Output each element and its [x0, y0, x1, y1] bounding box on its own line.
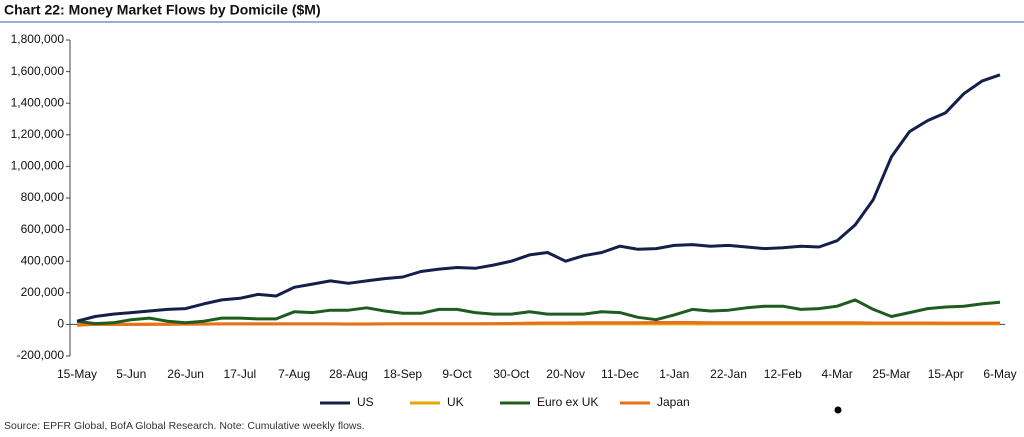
x-tick-label: 15-May — [57, 367, 97, 381]
x-tick-label: 26-Jun — [167, 367, 204, 381]
y-tick-label: 800,000 — [21, 190, 65, 204]
x-tick-label: 28-Aug — [329, 367, 368, 381]
y-tick-label: 200,000 — [21, 285, 65, 299]
x-tick-label: 7-Aug — [278, 367, 310, 381]
dot — [834, 406, 842, 414]
source-note: Source: EPFR Global, BofA Global Researc… — [4, 420, 365, 432]
y-tick-label: 1,000,000 — [11, 159, 65, 173]
x-tick-label: 15-Apr — [928, 367, 964, 381]
x-tick-label: 12-Feb — [764, 367, 802, 381]
y-tick-label: 400,000 — [21, 253, 65, 267]
x-tick-label: 1-Jan — [659, 367, 689, 381]
y-tick-label: 1,400,000 — [11, 95, 65, 109]
x-tick-label: 22-Jan — [710, 367, 747, 381]
x-tick-label: 30-Oct — [493, 367, 530, 381]
x-tick-label: 6-May — [983, 367, 1016, 381]
y-tick-label: 1,200,000 — [11, 127, 65, 141]
x-tick-label: 25-Mar — [872, 367, 910, 381]
y-tick-label: 1,800,000 — [11, 32, 65, 46]
y-tick-label: 1,600,000 — [11, 64, 65, 78]
y-tick-label: 0 — [57, 317, 64, 331]
x-tick-label: 20-Nov — [546, 367, 585, 381]
x-tick-label: 18-Sep — [383, 367, 422, 381]
x-tick-label: 17-Jul — [224, 367, 257, 381]
series-line — [76, 73, 1001, 323]
legend-label: US — [357, 395, 374, 409]
chart-title: Chart 22: Money Market Flows by Domicile… — [4, 2, 321, 18]
y-tick-label: -200,000 — [17, 348, 65, 362]
legend-label: Euro ex UK — [537, 395, 598, 409]
x-tick-label: 9-Oct — [442, 367, 472, 381]
series-line — [76, 298, 1001, 326]
legend-label: Japan — [657, 395, 690, 409]
y-tick-label: 600,000 — [21, 222, 65, 236]
x-tick-label: 5-Jun — [116, 367, 146, 381]
series-line — [76, 321, 1000, 327]
legend-label: UK — [447, 395, 464, 409]
x-tick-label: 4-Mar — [821, 367, 852, 381]
x-tick-label: 11-Dec — [601, 367, 639, 381]
